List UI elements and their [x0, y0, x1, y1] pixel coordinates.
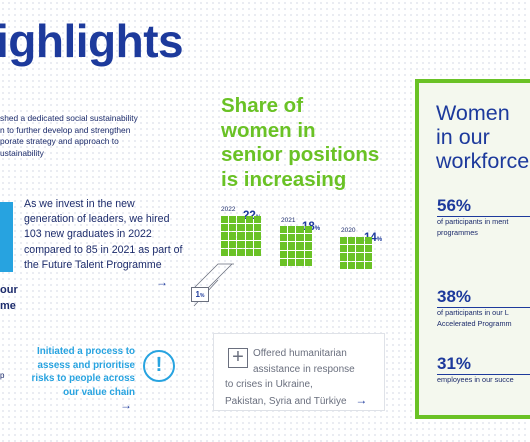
stat-accelerated: 38% of participants in our L Accelerated… — [437, 287, 530, 329]
stat-mentoring: 56% of participants in ment programmes — [437, 196, 530, 238]
chart-square — [221, 216, 229, 224]
left-fragment-2: me — [0, 300, 16, 312]
chart-square — [253, 240, 261, 248]
risk-process-text: Initiated a process to assess and priori… — [31, 346, 135, 398]
chart-square — [245, 248, 253, 256]
chart-square — [304, 226, 312, 234]
chart-square — [356, 245, 364, 253]
chart-square — [221, 240, 229, 248]
hires-arrow-icon[interactable]: → — [156, 275, 168, 289]
chart-square — [253, 224, 261, 232]
stat-succession: 31% employees in our succe — [437, 354, 530, 386]
risk-arrow-icon[interactable]: → — [120, 398, 132, 412]
chart-square — [304, 258, 312, 266]
women-workforce-panel: Women in our workforce 56% of participan… — [415, 79, 530, 419]
chart-square — [364, 237, 372, 245]
bar-2022 — [221, 216, 261, 256]
chart-square — [245, 224, 253, 232]
year-label-2021: 2021 — [281, 217, 296, 224]
chart-square — [229, 224, 237, 232]
chart-square — [296, 226, 304, 234]
year-label-2020: 2020 — [341, 227, 356, 234]
chart-square — [296, 242, 304, 250]
chart-square — [245, 240, 253, 248]
left-fragment-1: our — [0, 284, 18, 296]
exclamation-icon: ! — [143, 350, 175, 382]
chart-square — [348, 245, 356, 253]
humanitarian-text: Offered humanitarian assistance in respo… — [225, 348, 368, 407]
senior-women-chart: 2022 22% 2021 18% 2020 14% 1% — [188, 200, 408, 310]
chart-square — [356, 261, 364, 269]
chart-square — [229, 216, 237, 224]
chart-square — [253, 232, 261, 240]
graduate-hires-text: As we invest in the new generation of le… — [24, 198, 183, 271]
chart-square — [356, 237, 364, 245]
increase-box: 1% — [191, 287, 209, 302]
chart-square — [237, 216, 245, 224]
chart-square — [253, 248, 261, 256]
chart-square — [288, 226, 296, 234]
chart-square — [229, 248, 237, 256]
chart-square — [253, 216, 261, 224]
chart-square — [237, 224, 245, 232]
chart-square — [280, 250, 288, 258]
chart-square — [340, 237, 348, 245]
chart-square — [229, 232, 237, 240]
chart-square — [237, 248, 245, 256]
plus-icon: + — [228, 347, 248, 368]
chart-square — [364, 261, 372, 269]
page-title: ighlights — [0, 15, 184, 67]
bar-2021 — [280, 226, 312, 266]
chart-square — [221, 224, 229, 232]
chart-square — [245, 232, 253, 240]
chart-square — [280, 258, 288, 266]
chart-square — [221, 248, 229, 256]
chart-square — [229, 240, 237, 248]
left-fragment-3: p — [0, 371, 5, 380]
humanitarian-arrow-icon[interactable]: → — [355, 392, 368, 407]
chart-square — [288, 242, 296, 250]
chart-square — [280, 234, 288, 242]
chart-square — [237, 232, 245, 240]
chart-square — [348, 237, 356, 245]
chart-square — [364, 245, 372, 253]
chart-square — [221, 232, 229, 240]
accent-block — [0, 202, 13, 272]
chart-square — [304, 250, 312, 258]
chart-square — [356, 253, 364, 261]
humanitarian-card: + Offered humanitarian assistance in res… — [213, 333, 385, 411]
chart-square — [340, 261, 348, 269]
chart-square — [340, 245, 348, 253]
intro-text: shed a dedicated social sustainability n… — [0, 113, 138, 158]
year-label-2022: 2022 — [221, 206, 236, 213]
chart-square — [364, 253, 372, 261]
chart-square — [340, 253, 348, 261]
chart-square — [245, 216, 253, 224]
chart-square — [280, 242, 288, 250]
chart-square — [296, 258, 304, 266]
chart-square — [288, 234, 296, 242]
chart-square — [280, 226, 288, 234]
chart-square — [296, 234, 304, 242]
chart-square — [304, 234, 312, 242]
chart-square — [296, 250, 304, 258]
chart-square — [348, 253, 356, 261]
chart-square — [288, 258, 296, 266]
chart-square — [288, 250, 296, 258]
chart-square — [237, 240, 245, 248]
share-heading: Share of women in senior positions is in… — [221, 94, 380, 191]
chart-square — [304, 242, 312, 250]
bar-2020 — [340, 237, 372, 269]
panel-heading: Women in our workforce — [436, 101, 530, 173]
chart-square — [348, 261, 356, 269]
